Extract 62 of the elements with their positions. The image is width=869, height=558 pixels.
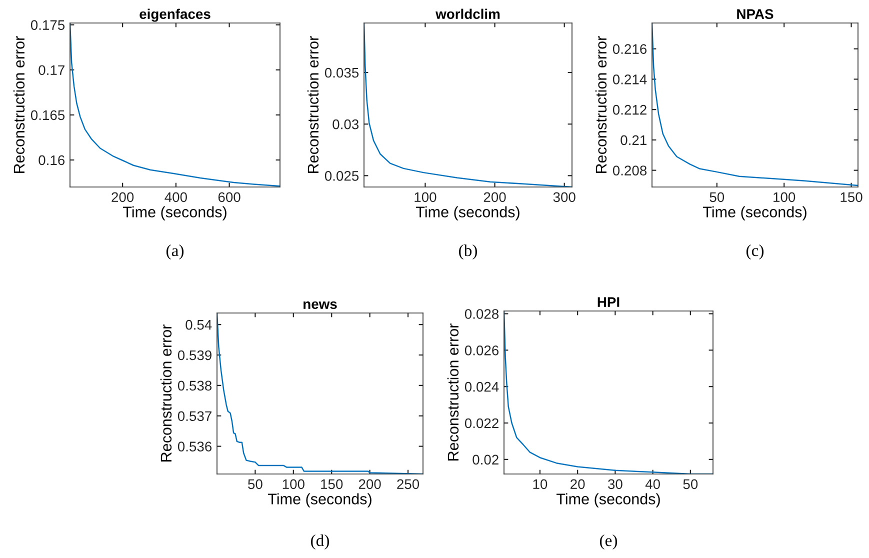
chart-title: news	[304, 301, 337, 309]
text: (b)	[459, 244, 477, 260]
text: (d)	[311, 534, 329, 550]
y-tick-label: 0.537	[178, 411, 212, 422]
y-tick-label: 0.024	[464, 382, 499, 392]
x-axis-title: Time (seconds)	[268, 493, 372, 508]
x-tick-label: 150	[321, 479, 343, 490]
y-tick-label: 0.21	[620, 135, 646, 146]
chart-title: worldclim	[436, 8, 500, 19]
y-tick-label: 0.025	[324, 170, 359, 181]
chart-title: HPI	[598, 297, 620, 307]
x-tick-label: 100	[414, 192, 436, 202]
y-axis-title: Reconstruction error	[160, 324, 172, 462]
x-tick-label: 600	[218, 192, 240, 202]
text: (a)	[166, 244, 184, 260]
x-tick-label: 10	[533, 479, 548, 490]
y-tick-label: 0.165	[30, 110, 65, 120]
y-tick-label: 0.539	[178, 350, 212, 360]
x-tick-label: 20	[570, 479, 585, 490]
x-tick-label: 100	[282, 479, 304, 490]
y-axis-title: Reconstruction error	[595, 36, 607, 173]
y-tick-label: 0.17	[38, 65, 64, 76]
x-tick-label: 200	[358, 479, 381, 490]
x-tick-label: 200	[484, 192, 506, 202]
y-tick-label: 0.216	[612, 44, 647, 54]
y-tick-label: 0.175	[30, 20, 65, 30]
x-tick-label: 50	[710, 192, 724, 202]
x-tick-label: 50	[248, 479, 262, 490]
chart-title: NPAS	[737, 9, 774, 19]
y-tick-label: 0.212	[612, 104, 646, 115]
y-tick-label: 0.02	[472, 454, 498, 465]
y-tick-label: 0.538	[178, 380, 212, 391]
line-series	[70, 23, 280, 187]
y-tick-label: 0.035	[324, 68, 359, 78]
x-tick-label: 30	[608, 479, 622, 490]
x-axis-title: Time (seconds)	[416, 206, 520, 220]
y-tick-label: 0.028	[464, 309, 499, 319]
y-tick-label: 0.022	[464, 418, 498, 428]
x-tick-label: 100	[774, 192, 796, 202]
x-tick-label: 200	[112, 192, 134, 202]
x-tick-label: 250	[397, 479, 420, 490]
x-axis-title: Time (seconds)	[702, 206, 806, 220]
chart-title: eigenfaces	[140, 8, 210, 22]
y-tick-label: 0.214	[612, 74, 647, 84]
y-tick-label: 0.026	[464, 345, 499, 356]
text: (e)	[600, 534, 618, 550]
y-axis-title: Reconstruction error	[307, 36, 319, 173]
y-tick-label: 0.208	[612, 166, 647, 176]
y-tick-label: 0.03	[332, 119, 359, 130]
y-tick-label: 0.54	[186, 320, 212, 330]
x-axis-title: Time (seconds)	[122, 206, 226, 220]
x-tick-label: 150	[840, 192, 862, 202]
text: (c)	[746, 244, 764, 260]
y-tick-label: 0.536	[178, 442, 212, 452]
x-axis-title: Time (seconds)	[556, 493, 660, 508]
x-tick-label: 50	[683, 479, 698, 490]
x-tick-label: 400	[164, 192, 187, 202]
x-tick-label: 40	[645, 479, 660, 490]
y-axis-title: Reconstruction error	[13, 36, 25, 173]
x-tick-label: 300	[553, 192, 576, 202]
y-tick-label: 0.16	[38, 155, 65, 166]
y-axis-title: Reconstruction error	[447, 324, 459, 460]
